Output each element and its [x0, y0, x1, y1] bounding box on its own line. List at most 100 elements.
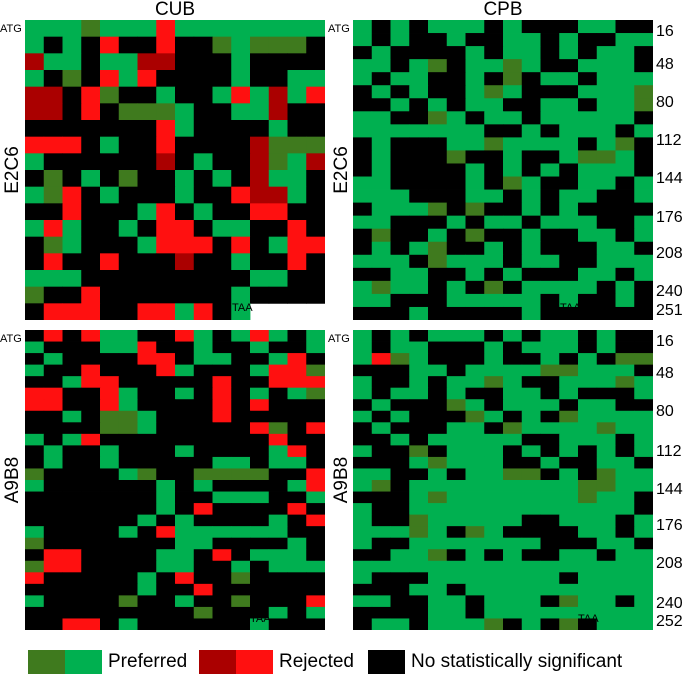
heatmap-cell — [484, 422, 504, 435]
heatmap-cell — [465, 293, 485, 308]
heatmap-cell — [100, 86, 120, 104]
heatmap-cell — [287, 253, 307, 271]
heatmap-cell — [521, 72, 541, 86]
heatmap-cell — [81, 353, 101, 366]
heatmap-cell — [540, 537, 560, 550]
heatmap-cell — [409, 163, 429, 177]
heatmap-cell — [43, 153, 63, 171]
heatmap-cell — [559, 353, 579, 366]
heatmap-cell — [503, 353, 523, 366]
heatmap-cell — [25, 103, 45, 121]
heatmap-cell — [446, 526, 466, 539]
heatmap-cell — [156, 595, 176, 608]
heatmap-cell — [446, 491, 466, 504]
heatmap-cell — [25, 253, 45, 271]
heatmap-cell — [540, 433, 560, 446]
e2c6-tick: 80 — [656, 94, 674, 111]
heatmap-cell — [353, 606, 373, 619]
heatmap-cell — [43, 606, 63, 619]
heatmap-cell — [306, 70, 325, 88]
heatmap-cell — [25, 270, 45, 288]
heatmap-cell — [390, 503, 410, 516]
heatmap-cell — [156, 341, 176, 354]
heatmap-cell — [371, 468, 391, 481]
heatmap-cell — [212, 86, 232, 104]
heatmap-cell — [306, 560, 325, 573]
heatmap-cell — [43, 303, 63, 320]
heatmap-cell — [250, 526, 270, 539]
heatmap-cell — [81, 253, 101, 271]
heatmap-cell — [484, 456, 504, 469]
heatmap-cell — [446, 422, 466, 435]
heatmap-cell — [306, 549, 325, 562]
heatmap-cell — [268, 103, 288, 121]
heatmap-cell — [428, 537, 448, 550]
heatmap-cell — [137, 170, 157, 188]
heatmap-cell — [409, 46, 429, 60]
heatmap-cell — [409, 228, 429, 243]
heatmap-cell — [390, 306, 410, 320]
heatmap-cell — [371, 503, 391, 516]
heatmap-cell — [268, 86, 288, 104]
heatmap-cell — [540, 267, 560, 282]
heatmap-cell — [353, 514, 373, 527]
heatmap-cell — [503, 202, 523, 217]
heatmap-cell — [446, 376, 466, 389]
heatmap-cell — [175, 526, 195, 539]
heatmap-cell — [503, 241, 523, 256]
heatmap-cell — [25, 410, 45, 423]
heatmap-cell — [231, 203, 251, 221]
heatmap-cell — [353, 468, 373, 481]
heatmap-cell — [81, 153, 101, 171]
heatmap-cell — [503, 583, 523, 596]
heatmap-cell — [175, 353, 195, 366]
heatmap-cell — [465, 215, 485, 230]
heatmap-cell — [428, 176, 448, 190]
heatmap-cell — [137, 220, 157, 238]
heatmap-cell — [43, 572, 63, 585]
heatmap-cell — [353, 410, 373, 423]
heatmap-cell — [62, 303, 82, 320]
heatmap-cell — [540, 583, 560, 596]
heatmap-cell — [390, 560, 410, 573]
heatmap-cell — [43, 270, 63, 288]
heatmap-cell — [193, 120, 213, 138]
heatmap-cell — [231, 468, 251, 481]
heatmap-cell — [25, 376, 45, 389]
heatmap-cell — [409, 280, 429, 295]
heatmap-cell — [390, 124, 410, 138]
heatmap-cell — [428, 387, 448, 400]
heatmap-cell — [634, 503, 653, 516]
heatmap-cell — [231, 341, 251, 354]
heatmap-cell — [634, 293, 653, 308]
heatmap-cell — [596, 353, 616, 366]
heatmap-cell — [212, 410, 232, 423]
heatmap-cell — [428, 163, 448, 177]
heatmap-cell — [268, 170, 288, 188]
heatmap-cell — [484, 85, 504, 99]
heatmap-cell — [521, 422, 541, 435]
heatmap-cell — [615, 163, 635, 177]
column-title-cpb: CPB — [483, 0, 523, 20]
heatmap-cell — [428, 215, 448, 230]
heatmap-cell — [503, 491, 523, 504]
heatmap-cell — [540, 572, 560, 585]
heatmap-cell — [409, 422, 429, 435]
heatmap-cell — [615, 491, 635, 504]
heatmap-cell — [118, 86, 138, 104]
heatmap-cell — [193, 20, 213, 38]
heatmap-cell — [137, 445, 157, 458]
heatmap-cell — [268, 53, 288, 71]
e2c6-tick: 176 — [656, 209, 683, 226]
heatmap-cell — [409, 549, 429, 562]
heatmap-cell — [268, 20, 288, 38]
heatmap-cell — [615, 445, 635, 458]
heatmap-cell — [559, 387, 579, 400]
heatmap-cell — [596, 572, 616, 585]
heatmap-cell — [446, 241, 466, 256]
heatmap-cell — [465, 433, 485, 446]
heatmap-cell — [465, 124, 485, 138]
heatmap-cell — [212, 549, 232, 562]
heatmap-cell — [409, 480, 429, 492]
heatmap-cell — [268, 583, 288, 596]
